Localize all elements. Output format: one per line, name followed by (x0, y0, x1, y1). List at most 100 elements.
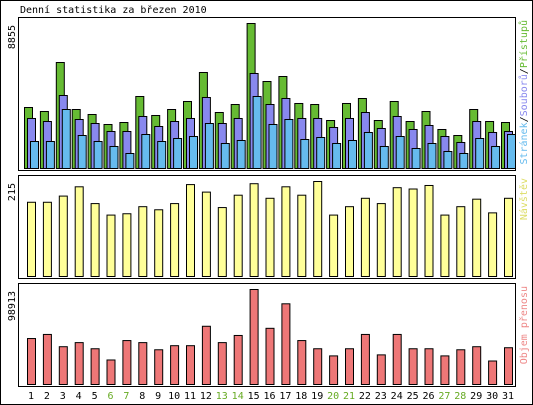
legend-entry: Stránek (518, 122, 530, 164)
x-tick-label: 11 (184, 391, 196, 402)
chart-title: Denní statistika za březen 2010 (20, 4, 207, 16)
bar (252, 95, 262, 169)
bar (61, 109, 71, 169)
bar (507, 134, 516, 169)
x-tick-label: 27 (438, 391, 450, 402)
bar (265, 327, 275, 386)
bar (427, 142, 437, 169)
x-tick-label: 4 (76, 391, 82, 402)
bar (345, 348, 354, 386)
bar (170, 203, 180, 277)
bar (122, 340, 132, 386)
bar (491, 145, 501, 170)
bar (472, 198, 482, 278)
x-tick-label: 18 (295, 391, 307, 402)
x-tick-label: 31 (502, 391, 514, 402)
bar (488, 212, 498, 277)
bar (217, 342, 227, 385)
bar (58, 346, 68, 385)
bar (173, 138, 183, 169)
bar (316, 137, 326, 169)
legend-entry: Souborů (518, 74, 530, 116)
bar (106, 359, 116, 385)
bar (157, 140, 167, 169)
bar (204, 123, 214, 169)
bar (30, 140, 39, 169)
bar (109, 145, 119, 170)
bar (154, 349, 164, 385)
bar (138, 342, 148, 385)
bar (138, 206, 148, 278)
bar (220, 142, 230, 169)
y-tick-label: 98913 (7, 291, 18, 321)
bar (440, 355, 450, 385)
legend-entry: Objem přenosu (518, 286, 530, 364)
bar (90, 203, 100, 277)
bar (90, 348, 100, 386)
bar (329, 214, 339, 277)
bar (504, 197, 513, 277)
bar (408, 348, 418, 386)
bar (363, 131, 373, 169)
bar (488, 360, 498, 386)
bar (440, 214, 450, 277)
x-tick-label: 13 (216, 391, 228, 402)
x-tick-label: 26 (422, 391, 434, 402)
y-tick-label: 215 (7, 183, 18, 201)
bar (392, 333, 402, 386)
bar (504, 347, 513, 386)
bar (376, 354, 386, 386)
bar (189, 136, 198, 169)
bar (281, 303, 291, 385)
bar (443, 151, 453, 169)
bar (472, 346, 482, 385)
x-tick-label: 2 (44, 391, 50, 402)
x-tick-label: 6 (107, 391, 113, 402)
bar (268, 124, 278, 169)
x-tick-label: 29 (470, 391, 482, 402)
x-tick-label: 5 (92, 391, 98, 402)
x-tick-label: 1 (28, 391, 34, 402)
y-tick-label: 8855 (7, 25, 18, 49)
bar (459, 153, 469, 169)
bar (345, 206, 354, 278)
bar (236, 139, 246, 169)
x-tick-label: 21 (343, 391, 355, 402)
bar (77, 135, 87, 169)
x-tick-label: 30 (486, 391, 498, 402)
bar (348, 139, 357, 169)
x-tick-label: 28 (454, 391, 466, 402)
bar (475, 138, 485, 169)
bar (424, 184, 434, 277)
bar (424, 348, 434, 386)
x-tick-label: 25 (407, 391, 419, 402)
bar (125, 153, 135, 169)
x-tick-label: 10 (168, 391, 180, 402)
legend-entry: Přístupů (518, 20, 530, 68)
bar (284, 119, 294, 169)
bar (297, 340, 307, 386)
bar (392, 187, 402, 278)
bar (201, 191, 211, 277)
bar (456, 206, 466, 278)
bar (233, 194, 243, 277)
bar (186, 184, 195, 277)
bar (329, 355, 339, 385)
bar (332, 142, 342, 169)
bar (106, 214, 116, 277)
bar (27, 338, 36, 386)
bar (217, 207, 227, 277)
bar (141, 134, 151, 169)
bar (408, 188, 418, 277)
legend-separator: / (519, 68, 530, 74)
bar (249, 183, 259, 277)
bar (93, 140, 103, 169)
x-tick-label: 24 (391, 391, 403, 402)
x-tick-label: 7 (123, 391, 129, 402)
x-tick-label: 19 (311, 391, 323, 402)
bar (58, 195, 68, 277)
bar (74, 186, 84, 277)
legend: Stránek/Souborů/Přístupů (518, 20, 530, 165)
x-tick-label: 14 (232, 391, 244, 402)
